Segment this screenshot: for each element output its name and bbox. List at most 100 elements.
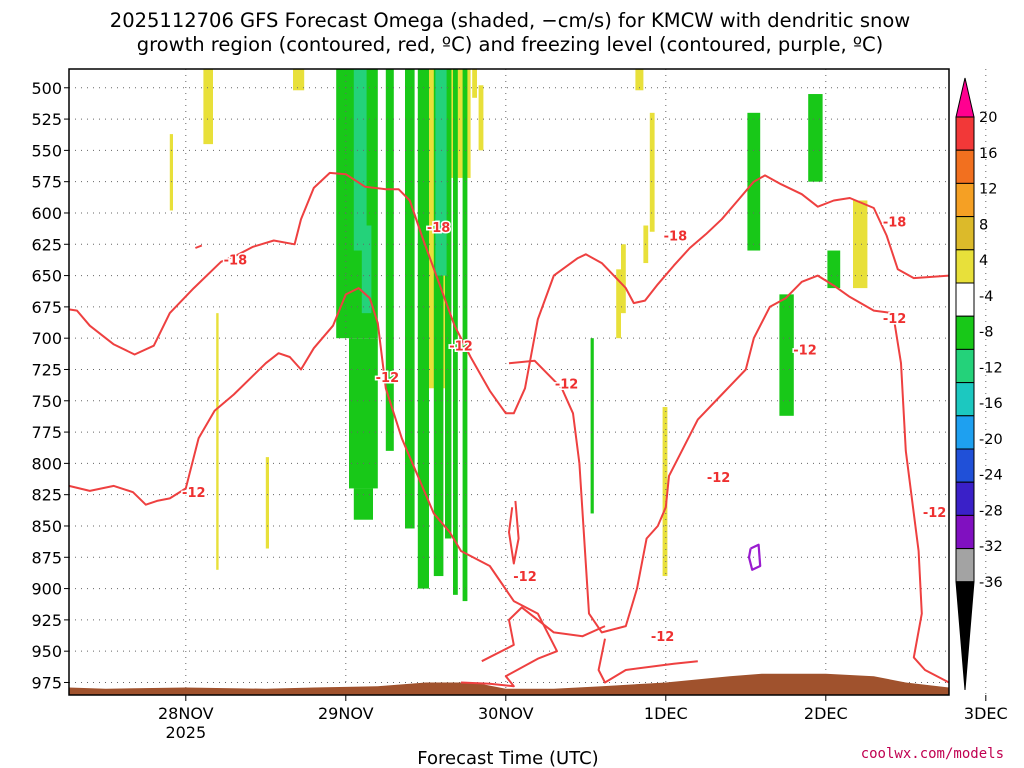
colorbar-label: 16: [979, 146, 997, 162]
colorbar-label: -8: [979, 325, 993, 341]
colorbar-label: -36: [979, 575, 1003, 591]
colorbar-label: -4: [979, 289, 993, 305]
omega-shade-pos4: [478, 85, 484, 151]
omega-shade-neg4: [462, 69, 468, 602]
y-tick-label: 750: [31, 392, 62, 411]
colorbar-swatch: [955, 481, 975, 516]
plot-area: -18 -18 -18 -18 -12 -12 -12 -12 -12 -12 -12 -12 -12 -…: [68, 68, 987, 696]
omega-shade-neg8: [435, 69, 447, 276]
contour-minus12: [508, 500, 520, 565]
y-tick-label: 675: [31, 298, 62, 317]
colorbar-label: -16: [979, 396, 1003, 412]
colorbar-swatch: [955, 216, 975, 251]
omega-shade-neg4: [808, 94, 823, 182]
omega-shade-neg4: [590, 338, 594, 514]
y-tick-label: 900: [31, 580, 62, 599]
omega-shade-neg4: [353, 488, 373, 520]
contour-label: -18: [883, 216, 907, 231]
y-tick-label: 925: [31, 611, 62, 630]
contour-minus18: [68, 171, 950, 415]
colorbar-swatch: [955, 382, 975, 417]
omega-shade-neg8: [361, 225, 372, 314]
contour-label: -12: [182, 486, 206, 501]
y-tick-label: 625: [31, 235, 62, 254]
omega-shade-pos4: [265, 457, 269, 549]
x-tick-label: 29NOV: [318, 704, 374, 723]
omega-shade-neg4: [433, 69, 444, 577]
x-tick-label: 28NOV: [158, 704, 214, 723]
omega-shade-neg4: [417, 69, 429, 589]
colorbar-swatch: [955, 116, 975, 151]
omega-shade-pos4: [662, 407, 668, 577]
y-tick-label: 775: [31, 423, 62, 442]
omega-shade-pos4: [635, 69, 644, 91]
colorbar-swatch: [955, 249, 975, 284]
omega-shade-pos4: [616, 269, 621, 339]
chart-title-line2: growth region (contoured, red, ºC) and f…: [137, 33, 884, 56]
colorbar-label: 20: [979, 110, 997, 126]
omega-shade-neg4: [779, 294, 794, 416]
x-tick-label: 30NOV: [478, 704, 534, 723]
colorbar-label: -28: [979, 503, 1003, 519]
colorbar-swatch: [955, 448, 975, 483]
y-tick-label: 850: [31, 517, 62, 536]
y-tick-label: 500: [31, 79, 62, 98]
colorbar-label: -20: [979, 432, 1003, 448]
colorbar-swatch: [955, 315, 975, 350]
x-axis-label: Forecast Time (UTC): [417, 748, 598, 768]
chart-title: 2025112706 GFS Forecast Omega (shaded, −…: [110, 9, 910, 32]
y-tick-label: 550: [31, 141, 62, 160]
y-tick-label: 950: [31, 642, 62, 661]
omega-shade-neg4: [445, 69, 452, 539]
omega-shade-neg4: [349, 338, 378, 489]
colorbar-swatch: [955, 514, 975, 550]
colorbar: 20 16 12 8 4 -4 -8 -12 -16 -20 -24 -28 -32 -36: [955, 77, 1003, 691]
x-axis: 28NOV29NOV30NOV1DEC2DEC3DEC4DEC2025: [158, 695, 1008, 742]
contour-minus12: [481, 606, 606, 663]
contour-label: -18: [224, 253, 248, 268]
omega-shade-pos4: [472, 69, 477, 98]
y-tick-label: 800: [31, 454, 62, 473]
contour-label: -12: [923, 506, 947, 521]
contour-label: -18: [427, 221, 451, 236]
contour-label: -12: [883, 312, 907, 327]
omega-shade-pos4: [293, 69, 305, 91]
colorbar-label: 8: [979, 217, 988, 233]
contour-label: -18: [664, 230, 688, 245]
colorbar-label: 12: [979, 182, 997, 198]
contour-minus12: [597, 638, 698, 684]
contour-label: -12: [793, 343, 817, 358]
contour-label: -12: [555, 377, 579, 392]
contour-minus12: [508, 274, 950, 684]
x-tick-label: 1DEC: [644, 704, 688, 723]
y-tick-label: 575: [31, 173, 62, 192]
omega-shade-neg4: [453, 69, 458, 595]
omega-shade-pos4: [621, 244, 626, 314]
credit-text: coolwx.com/models: [861, 746, 1004, 762]
contour-minus12: [195, 244, 203, 249]
y-tick-label: 875: [31, 548, 62, 567]
colorbar-label: -12: [979, 360, 1003, 376]
colorbar-swatch: [955, 548, 975, 583]
omega-shade-pos4: [169, 134, 173, 211]
colorbar-swatch: [955, 182, 975, 218]
colorbar-swatch: [955, 282, 975, 317]
omega-shade-neg4: [827, 250, 841, 289]
colorbar-swatch: [955, 348, 975, 384]
contour-label: -12: [376, 371, 400, 386]
y-axis: 500 525 550 575 600 625 650 675 700 725 750 775 800 8…: [31, 79, 69, 692]
contour-freezing-level: [747, 543, 762, 571]
contour-minus12: [68, 287, 558, 688]
y-tick-label: 525: [31, 110, 62, 129]
omega-shade-pos4: [853, 200, 868, 289]
x-tick-label: 2DEC: [804, 704, 848, 723]
colorbar-label: 4: [979, 253, 988, 269]
omega-shade-pos4: [216, 313, 219, 570]
plot-frame: [68, 68, 950, 696]
omega-shade-pos4: [649, 112, 655, 232]
y-tick-label: 825: [31, 486, 62, 505]
omega-shade-pos4: [203, 69, 213, 145]
colorbar-arrow-top: [955, 77, 975, 118]
colorbar-label: -32: [979, 539, 1003, 555]
